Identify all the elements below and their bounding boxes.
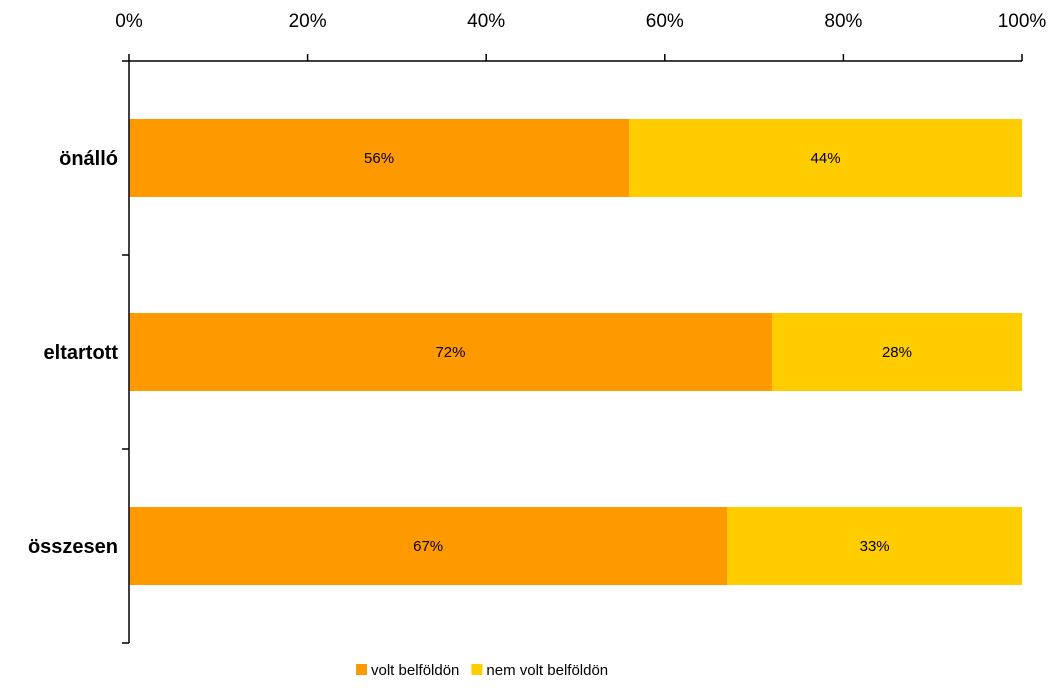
bar-eltartott-series-1 xyxy=(771,313,1022,391)
legend-swatch-0 xyxy=(356,664,367,675)
legend: volt belföldön nem volt belföldön xyxy=(356,662,608,679)
x-tick-label: 60% xyxy=(646,11,684,32)
data-label: 67% xyxy=(413,538,443,555)
x-tick-label: 80% xyxy=(824,11,862,32)
legend-label-1: nem volt belföldön xyxy=(486,662,608,679)
x-tick-label: 40% xyxy=(467,11,505,32)
labels-layer: 56% 44% önálló 72% 28% eltartott 67% 33% összese… xyxy=(28,11,1046,558)
data-label: 72% xyxy=(435,344,465,361)
bar-összesen-series-0 xyxy=(129,507,728,585)
data-label: 33% xyxy=(860,538,890,555)
bar-önálló-series-0 xyxy=(129,119,630,197)
bar-eltartott-series-0 xyxy=(129,313,772,391)
legend-swatch-1 xyxy=(471,664,483,675)
x-tick-label: 20% xyxy=(289,11,327,32)
legend-label-0: volt belföldön xyxy=(371,662,459,679)
bars-layer xyxy=(129,119,1022,585)
data-label: 28% xyxy=(882,344,912,361)
category-label: összesen xyxy=(28,536,118,558)
data-label: 56% xyxy=(364,150,394,167)
data-label: 44% xyxy=(811,150,841,167)
category-label: önálló xyxy=(59,148,118,170)
x-tick-label: 0% xyxy=(115,11,143,32)
bar-önálló-series-1 xyxy=(629,119,1022,197)
bar-összesen-series-1 xyxy=(727,507,1022,585)
axes-layer xyxy=(122,54,1023,644)
x-tick-label: 100% xyxy=(998,11,1047,32)
category-label: eltartott xyxy=(44,342,119,364)
